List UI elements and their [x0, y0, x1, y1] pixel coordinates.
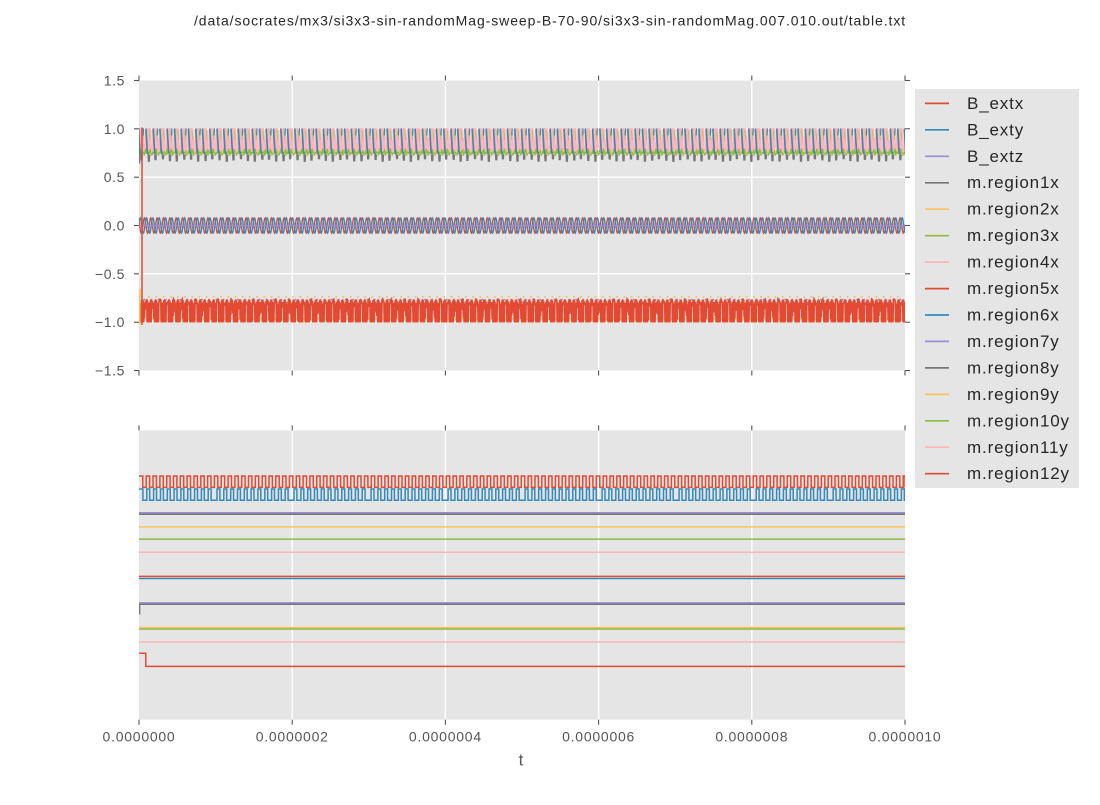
svg-text:0.0000008: 0.0000008 [715, 729, 788, 745]
svg-text:m.region10y: m.region10y [967, 411, 1070, 430]
svg-text:−0.5: −0.5 [95, 266, 125, 282]
svg-text:0.0000010: 0.0000010 [869, 729, 942, 745]
svg-text:0.5: 0.5 [104, 169, 125, 185]
svg-text:1.5: 1.5 [104, 73, 125, 89]
svg-text:m.region6x: m.region6x [967, 306, 1060, 325]
svg-text:m.region9y: m.region9y [967, 385, 1060, 404]
svg-text:m.region5x: m.region5x [967, 279, 1060, 298]
svg-text:−1.5: −1.5 [95, 363, 125, 379]
svg-text:0.0000004: 0.0000004 [409, 729, 482, 745]
svg-text:m.region11y: m.region11y [967, 438, 1069, 457]
svg-text:0.0000000: 0.0000000 [103, 729, 176, 745]
svg-text:m.region12y: m.region12y [967, 464, 1070, 483]
svg-text:0.0: 0.0 [104, 218, 125, 234]
svg-text:B_exty: B_exty [967, 120, 1024, 139]
svg-text:m.region8y: m.region8y [967, 358, 1060, 377]
svg-text:m.region4x: m.region4x [967, 253, 1060, 272]
svg-text:m.region7y: m.region7y [967, 332, 1060, 351]
svg-text:/data/socrates/mx3/si3x3-sin-r: /data/socrates/mx3/si3x3-sin-randomMag-s… [194, 13, 906, 29]
svg-text:B_extz: B_extz [967, 147, 1024, 166]
svg-text:0.0000002: 0.0000002 [256, 729, 329, 745]
svg-text:m.region2x: m.region2x [967, 200, 1060, 219]
svg-text:0.0000006: 0.0000006 [562, 729, 635, 745]
svg-text:m.region1x: m.region1x [967, 173, 1060, 192]
svg-text:m.region3x: m.region3x [967, 226, 1060, 245]
svg-text:t: t [519, 751, 524, 770]
svg-text:B_extx: B_extx [967, 94, 1024, 113]
svg-text:−1.0: −1.0 [95, 314, 125, 330]
svg-text:1.0: 1.0 [104, 121, 125, 137]
